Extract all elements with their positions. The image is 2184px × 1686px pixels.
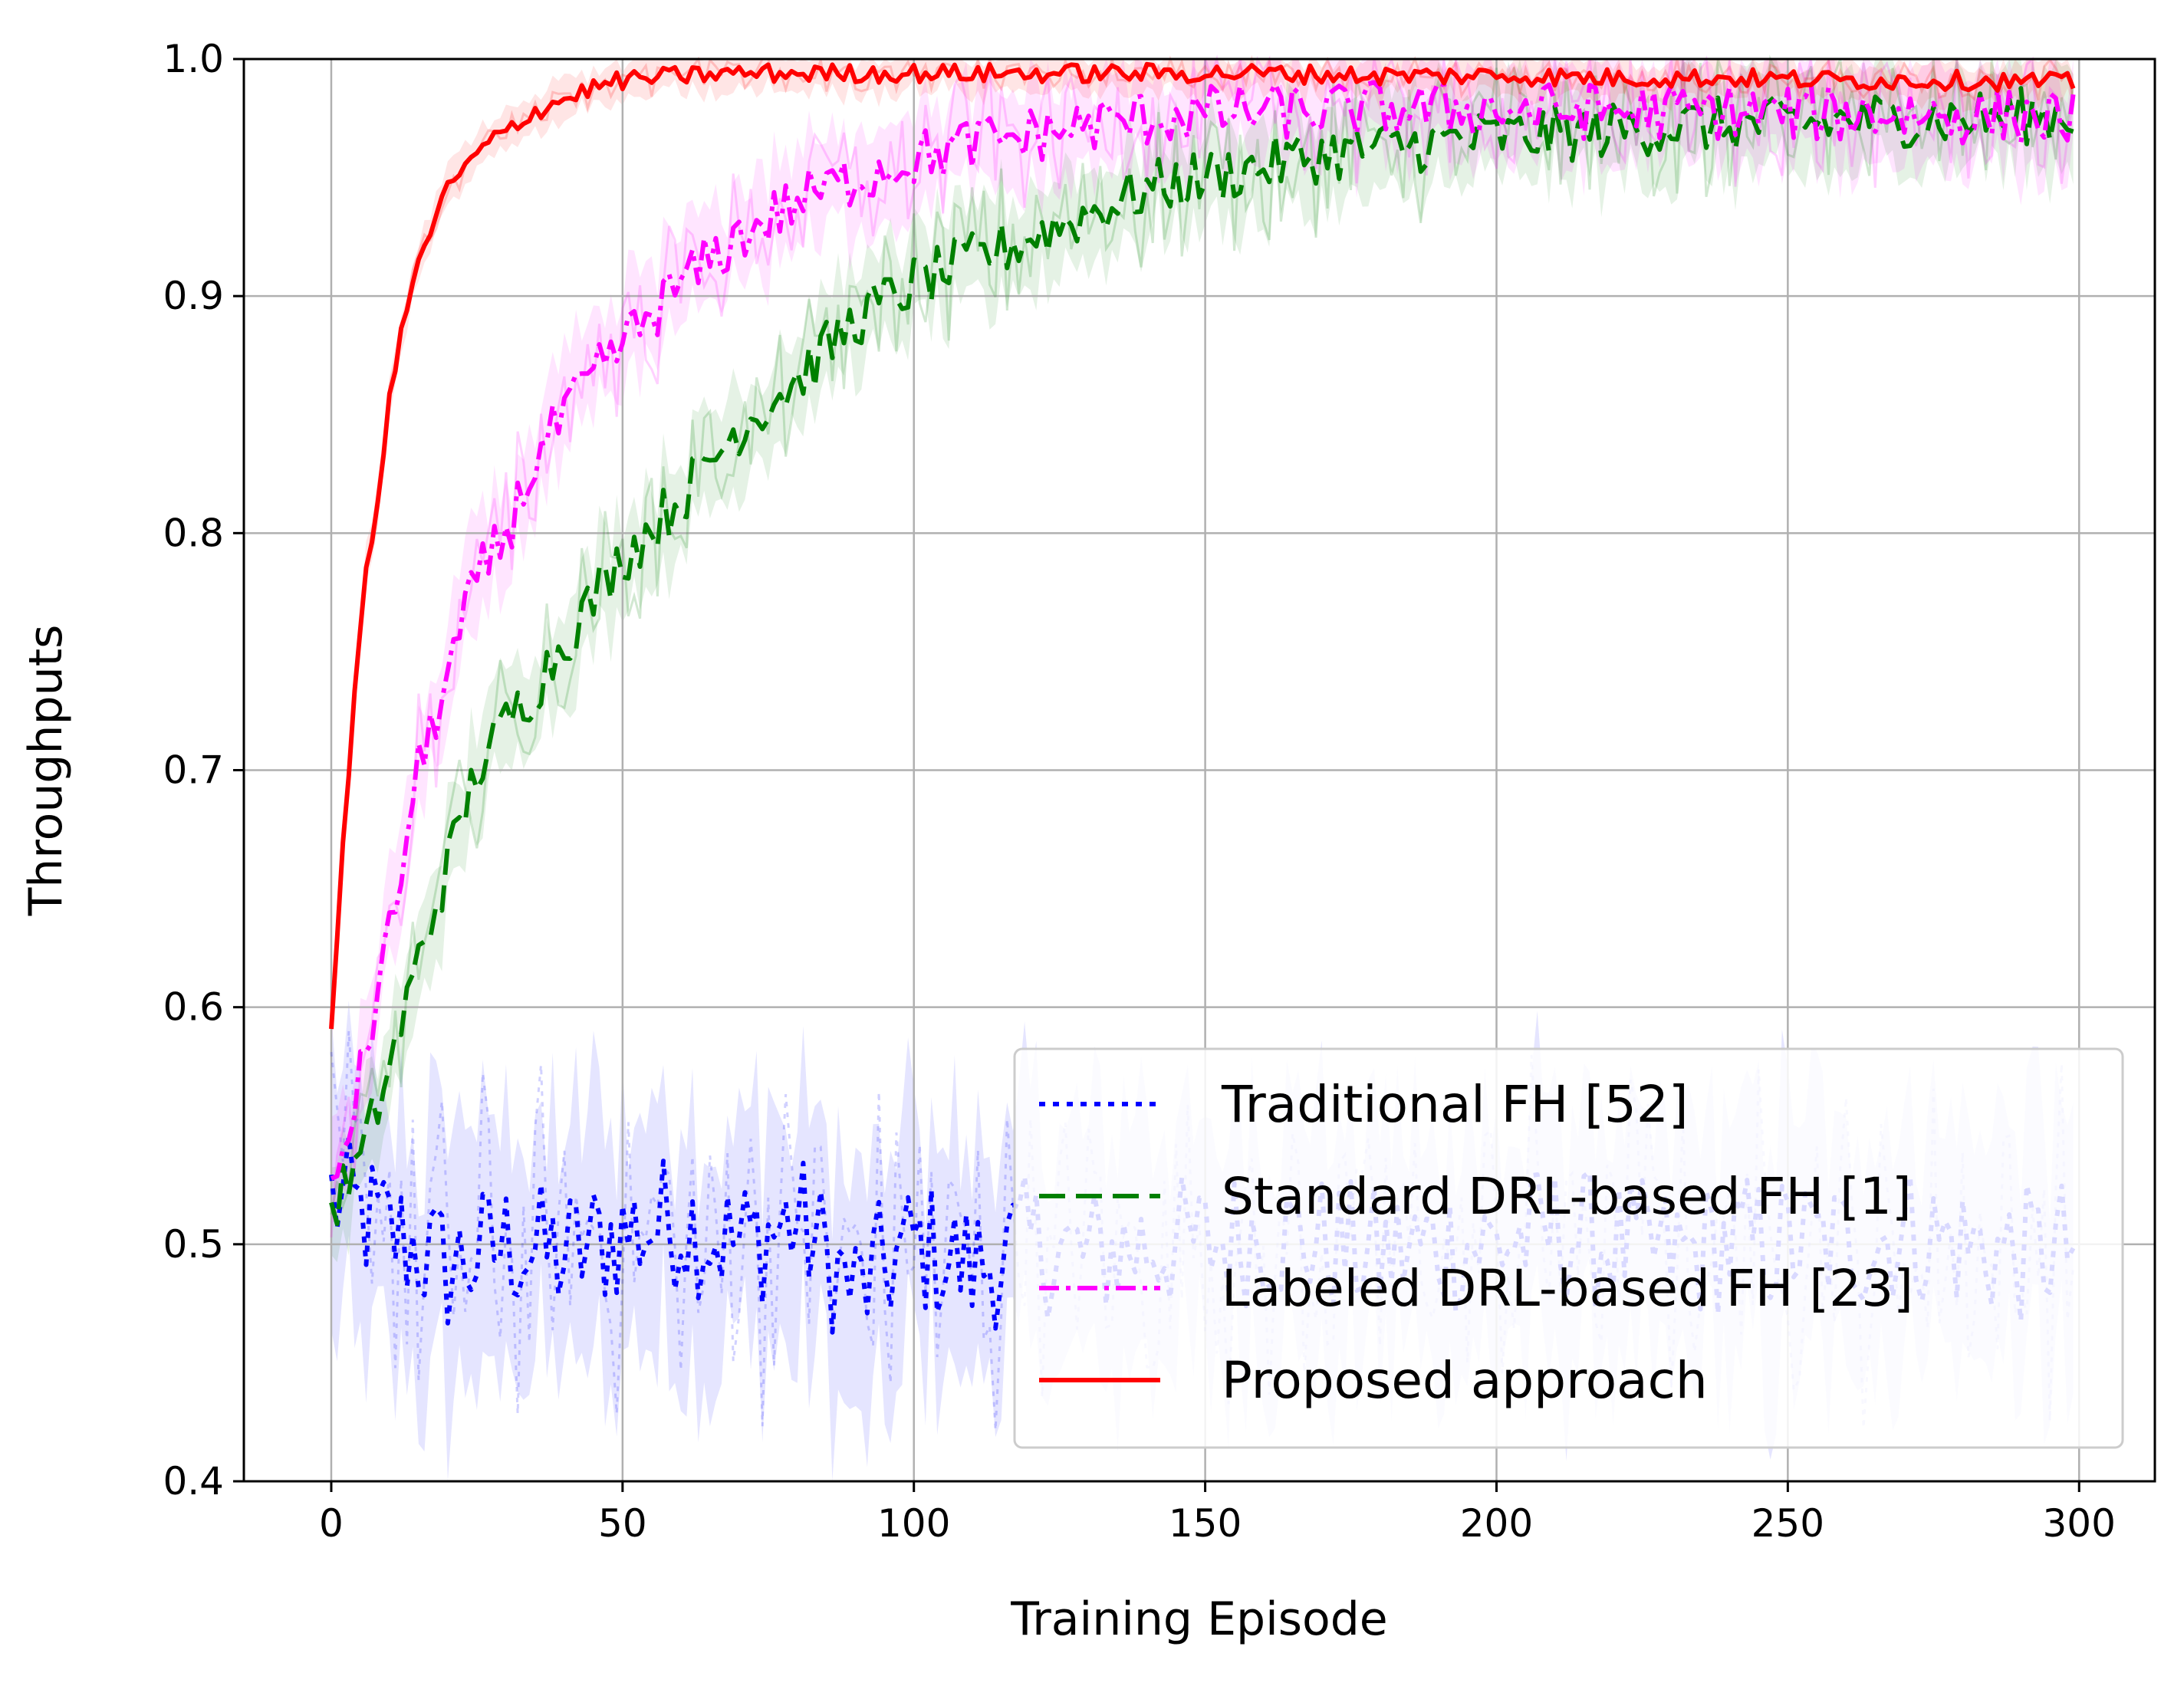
axis-ticks: 0 50 100 150 200 250 300 0.4 0.5 0.6 0.7 0.8 0.9 1.0 bbox=[163, 37, 2115, 1546]
raw-trace-series-1 bbox=[330, 54, 2075, 1215]
x-tick-label-150: 150 bbox=[1169, 1501, 1242, 1546]
legend-label-0: Traditional FH [52] bbox=[1221, 1075, 1689, 1134]
band-series-1 bbox=[331, 59, 2074, 1263]
legend: Traditional FH [52] Standard DRL-based FH… bbox=[1013, 1047, 2124, 1449]
x-tick-label-100: 100 bbox=[877, 1501, 950, 1546]
grid bbox=[244, 58, 2155, 1483]
x-tick-label-250: 250 bbox=[1751, 1501, 1824, 1546]
y-tick-label-3: 0.7 bbox=[163, 748, 224, 793]
x-tick-label-0: 0 bbox=[319, 1501, 344, 1546]
x-tick-label-300: 300 bbox=[2043, 1501, 2116, 1546]
y-tick-label-0: 0.4 bbox=[163, 1459, 224, 1504]
line-series-2 bbox=[330, 80, 2076, 1181]
legend-label-3: Proposed approach bbox=[1222, 1351, 1708, 1410]
y-tick-label-5: 0.9 bbox=[163, 274, 224, 318]
legend-box bbox=[1013, 1047, 2124, 1449]
legend-label-2: Labeled DRL-based FH [23] bbox=[1222, 1259, 1913, 1318]
y-tick-label-1: 0.5 bbox=[163, 1222, 224, 1267]
y-tick-label-6: 1.0 bbox=[163, 37, 224, 81]
line-series-3 bbox=[329, 61, 2076, 1030]
y-axis-label: Throughputs bbox=[19, 625, 73, 917]
x-tick-label-200: 200 bbox=[1460, 1501, 1533, 1546]
x-axis-label: Training Episode bbox=[1010, 1592, 1387, 1646]
y-tick-label-4: 0.8 bbox=[163, 511, 224, 555]
x-tick-label-50: 50 bbox=[598, 1501, 647, 1546]
legend-label-1: Standard DRL-based FH [1] bbox=[1222, 1167, 1912, 1226]
y-tick-label-2: 0.6 bbox=[163, 985, 224, 1030]
raw-trace-series-3 bbox=[330, 54, 2075, 1024]
